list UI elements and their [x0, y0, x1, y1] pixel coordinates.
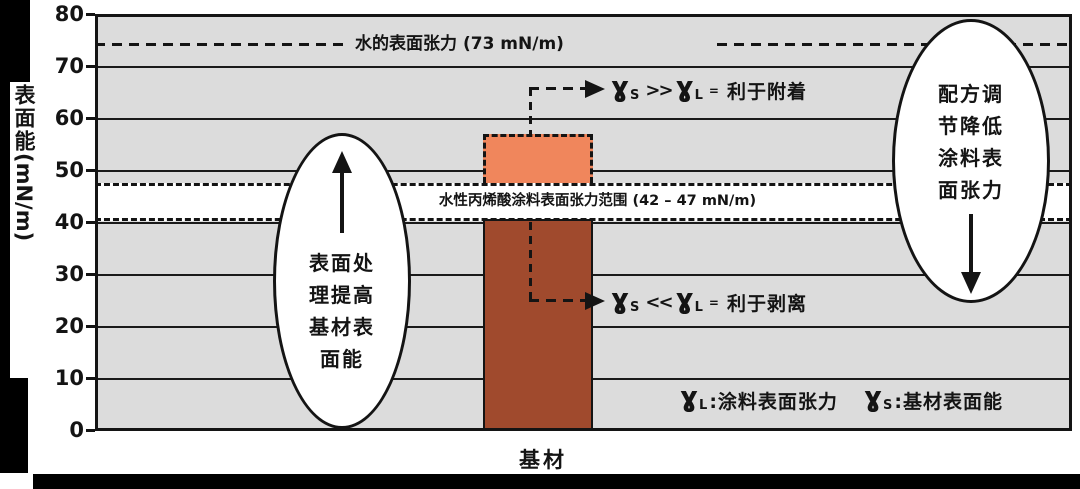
plot-frame-left	[95, 14, 98, 431]
gamma-s-symbol: ɣ	[611, 70, 630, 103]
tick-mark	[86, 13, 95, 16]
adhesion-connector-vertical	[529, 88, 532, 134]
comparison-operator: >>	[645, 79, 673, 101]
y-tick-30: 30	[54, 262, 84, 286]
equals-sign: =	[708, 296, 719, 310]
right-callout-line: 面张力	[938, 178, 1004, 202]
gridline-60	[95, 118, 1072, 120]
tick-mark	[86, 325, 95, 328]
gamma-l-subscript: L	[699, 397, 708, 413]
tick-mark	[86, 117, 95, 120]
gamma-s-symbol: ɣ	[863, 380, 882, 413]
comparison-operator: <<	[645, 291, 673, 313]
y-tick-80: 80	[54, 2, 84, 26]
right-callout-line: 配方调	[938, 82, 1004, 106]
peel-note: ɣ S << ɣ L = 利于剥离	[611, 282, 807, 318]
y-tick-20: 20	[54, 314, 84, 338]
y-tick-70: 70	[54, 54, 84, 78]
coating-tension-band-label: 水性丙烯酸涂料表面张力范围 (42 – 47 mN/m)	[438, 193, 757, 209]
peel-note-text: 利于剥离	[726, 292, 807, 315]
tick-mark	[86, 65, 95, 68]
gamma-l-subscript: L	[694, 299, 703, 315]
y-tick-0: 0	[69, 418, 84, 442]
y-axis-title: 表面能(mN/m)	[10, 84, 38, 241]
peel-connector-horizontal	[529, 299, 585, 302]
tick-mark	[86, 429, 95, 432]
equals-sign: =	[708, 84, 719, 98]
adhesion-arrow-icon	[585, 80, 605, 98]
left-callout-line: 面能	[320, 347, 364, 371]
x-axis-label: 基材	[519, 448, 567, 472]
y-axis-title-text: 表面能	[12, 84, 36, 153]
down-arrow-shaft	[969, 214, 973, 272]
up-arrow-shaft	[340, 173, 344, 233]
water-tension-label: 水的表面张力 (73 mN/m)	[355, 34, 564, 54]
gridline-70	[95, 66, 1072, 68]
gamma-l-subscript: L	[694, 87, 703, 103]
left-callout-line: 表面处	[309, 251, 375, 275]
adhesion-note: ɣ S >> ɣ L = 利于附着	[611, 70, 807, 106]
adhesion-connector-horizontal	[529, 87, 585, 90]
legend-coating-text: :涂料表面张力	[709, 390, 838, 413]
tick-mark	[86, 377, 95, 380]
frame-artifact-bottom-bar	[33, 474, 1080, 489]
plot-frame-top	[95, 14, 1072, 17]
gamma-l-symbol: ɣ	[675, 282, 694, 315]
y-tick-60: 60	[54, 106, 84, 130]
bar-substrate-surface-energy	[483, 219, 593, 428]
gamma-s-subscript: S	[630, 87, 640, 103]
plot-frame-bottom	[95, 428, 1072, 431]
gamma-s-symbol: ɣ	[611, 282, 630, 315]
left-ellipse-callout: 表面处 理提高 基材表 面能	[273, 133, 411, 429]
right-callout-line: 涂料表	[938, 146, 1004, 170]
left-callout-line: 理提高	[309, 283, 375, 307]
y-tick-50: 50	[54, 158, 84, 182]
plot-frame-right	[1069, 14, 1072, 431]
right-ellipse-callout: 配方调 节降低 涂料表 面张力	[892, 19, 1050, 303]
up-arrow-icon	[332, 151, 352, 173]
right-callout-line: 节降低	[938, 114, 1004, 138]
tick-mark	[86, 169, 95, 172]
down-arrow-icon	[961, 272, 981, 294]
y-axis-unit: (mN/m)	[12, 153, 36, 242]
peel-connector-vertical	[529, 222, 532, 300]
y-tick-10: 10	[54, 366, 84, 390]
legend-substrate-text: :基材表面能	[894, 390, 1003, 413]
frame-artifact-left-strip	[0, 0, 10, 380]
gamma-l-symbol: ɣ	[675, 70, 694, 103]
tick-mark	[86, 221, 95, 224]
y-tick-40: 40	[54, 210, 84, 234]
left-callout-line: 基材表	[309, 315, 375, 339]
adhesion-note-text: 利于附着	[726, 80, 807, 103]
gamma-s-subscript: S	[630, 299, 640, 315]
gamma-s-subscript: S	[882, 397, 893, 413]
water-tension-dash-right	[717, 43, 1072, 46]
symbol-legend: ɣ L:涂料表面张力 ɣ S:基材表面能	[680, 380, 1003, 414]
tick-mark	[86, 273, 95, 276]
water-tension-dash-left	[95, 43, 345, 46]
frame-artifact-bottom-left	[0, 378, 28, 473]
plot-area: 水的表面张力 (73 mN/m) 水性丙烯酸涂料表面张力范围 (42 – 47 …	[95, 14, 1072, 431]
peel-arrow-icon	[585, 292, 605, 310]
gamma-l-symbol: ɣ	[680, 380, 699, 413]
